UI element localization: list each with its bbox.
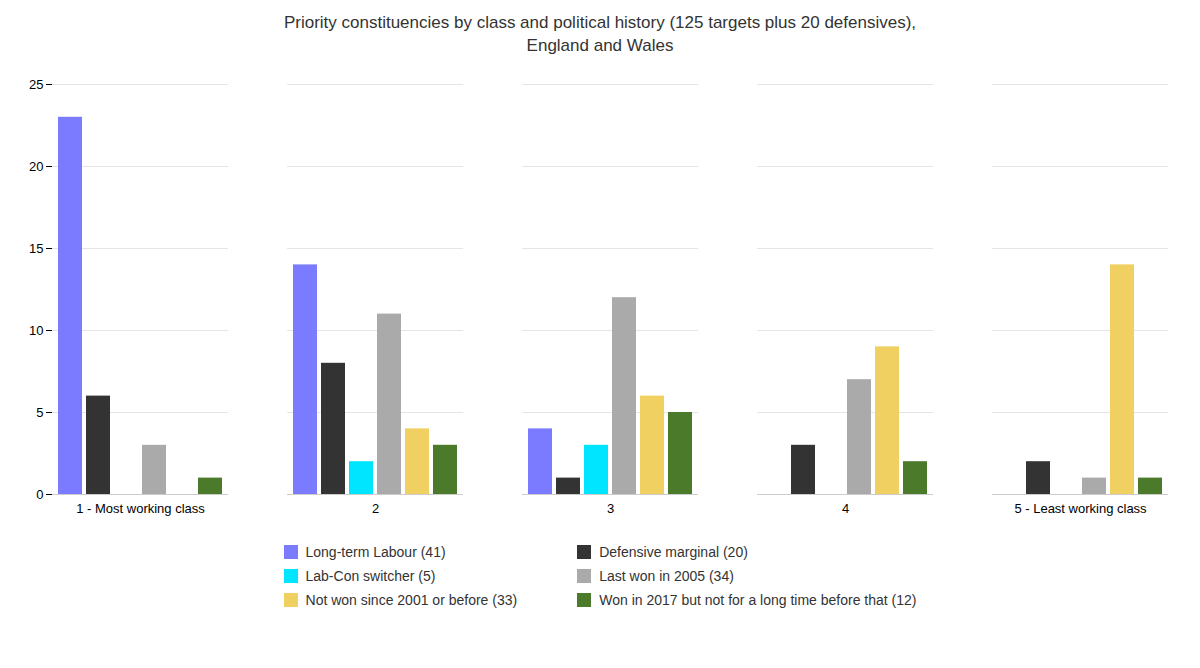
- svg-text:5 - Least working class: 5 - Least working class: [1014, 501, 1147, 516]
- html-text:Last won in 2005 (34): Last won in 2005 (34): [599, 567, 734, 584]
- html-text:Long-term Labour (41): Long-term Labour (41): [305, 543, 446, 560]
- svg-text:2: 2: [372, 501, 379, 516]
- html-text:Defensive marginal (20): Defensive marginal (20): [599, 543, 748, 560]
- svg-text:20: 20: [29, 159, 43, 174]
- svg-text:5: 5: [36, 405, 43, 420]
- svg-text:25: 25: [29, 77, 43, 92]
- svg-text:10: 10: [29, 323, 43, 338]
- svg-text:4: 4: [842, 501, 849, 516]
- svg-text:1 - Most working class: 1 - Most working class: [76, 501, 205, 516]
- svg-text:15: 15: [29, 241, 43, 256]
- html-text:Lab-Con switcher (5): Lab-Con switcher (5): [305, 567, 436, 584]
- svg-text:3: 3: [607, 501, 614, 516]
- html-text:Won in 2017 but not for a long: Won in 2017 but not for a long time befo…: [599, 591, 917, 608]
- svg-text:0: 0: [36, 487, 43, 502]
- html-text:Not won since 2001 or before (: Not won since 2001 or before (33): [305, 591, 518, 608]
- html-text:Priority constituencies by cla: Priority constituencies by class and pol…: [283, 13, 917, 55]
